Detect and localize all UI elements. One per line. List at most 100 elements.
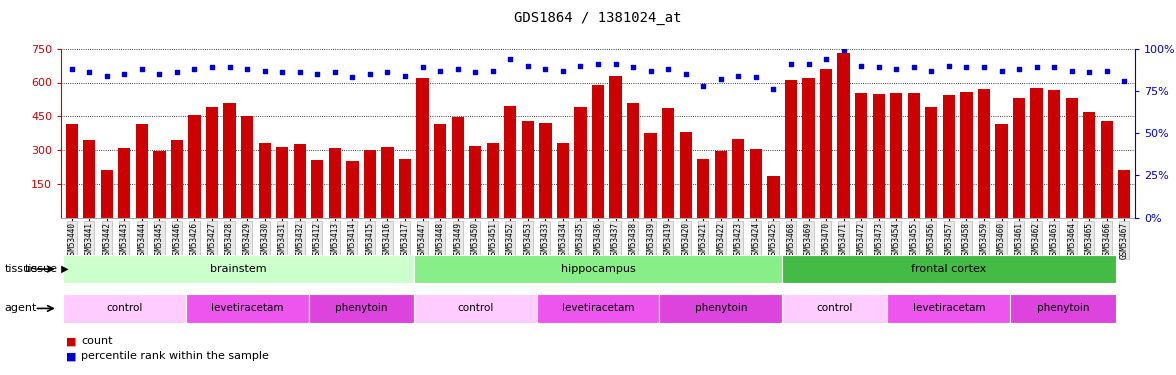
Bar (536, 294, 660, 322)
Bar (363, 150, 376, 217)
Bar (782, 255, 1116, 283)
Bar (574, 107, 587, 218)
Point (764, 86, 783, 92)
Bar (662, 108, 674, 217)
Bar (697, 159, 709, 218)
Point (588, 61, 607, 67)
Point (1027, 64, 1045, 70)
Bar (890, 93, 902, 218)
Bar (609, 76, 622, 217)
Point (448, 66, 467, 72)
Point (782, 61, 801, 67)
Point (361, 71, 380, 77)
Bar (855, 93, 867, 218)
Bar (767, 176, 780, 218)
Point (519, 63, 537, 69)
Bar (223, 103, 235, 218)
Text: percentile rank within the sample: percentile rank within the sample (81, 351, 269, 361)
Text: agent: agent (5, 303, 38, 313)
Point (483, 68, 502, 74)
Point (1080, 69, 1098, 75)
Point (167, 69, 186, 75)
Text: ■: ■ (66, 351, 76, 361)
Point (115, 71, 134, 77)
Bar (66, 124, 78, 218)
Point (747, 74, 766, 81)
Point (993, 68, 1011, 74)
Text: frontal cortex: frontal cortex (911, 264, 987, 274)
Point (694, 83, 713, 89)
Text: ■: ■ (66, 336, 76, 346)
Point (606, 61, 624, 67)
Point (133, 66, 152, 72)
Text: phenytoin: phenytoin (1037, 303, 1089, 313)
Bar (414, 294, 536, 322)
Point (80, 69, 99, 75)
Bar (1101, 121, 1112, 218)
Point (501, 56, 520, 62)
Bar (452, 117, 463, 218)
Bar (680, 132, 691, 218)
Point (98, 73, 116, 79)
Bar (276, 147, 288, 218)
Text: levetiracetam: levetiracetam (913, 303, 985, 313)
Text: GDS1864 / 1381024_at: GDS1864 / 1381024_at (514, 11, 682, 25)
Point (220, 64, 239, 70)
Text: control: control (457, 303, 494, 313)
Text: count: count (81, 336, 113, 346)
Bar (750, 149, 762, 217)
Point (202, 64, 221, 70)
Point (1010, 66, 1029, 72)
Bar (346, 161, 359, 218)
Point (273, 69, 292, 75)
Bar (1010, 294, 1116, 322)
Text: phenytoin: phenytoin (695, 303, 747, 313)
Point (729, 73, 748, 79)
Bar (505, 106, 516, 218)
Bar (469, 146, 481, 218)
Bar (540, 123, 552, 218)
Point (326, 69, 345, 75)
Bar (1118, 170, 1130, 217)
Bar (556, 143, 569, 218)
Bar (329, 148, 341, 217)
Bar (308, 294, 414, 322)
Text: tissue: tissue (5, 264, 38, 274)
Bar (943, 95, 955, 218)
Point (255, 68, 274, 74)
Point (572, 63, 590, 69)
Bar (83, 140, 95, 218)
Text: levetiracetam: levetiracetam (211, 303, 283, 313)
Point (676, 71, 695, 77)
Bar (1083, 112, 1095, 218)
Bar (592, 85, 604, 218)
Point (185, 66, 203, 72)
Bar (62, 294, 186, 322)
Bar (782, 294, 888, 322)
Point (957, 64, 976, 70)
Text: levetiracetam: levetiracetam (562, 303, 634, 313)
Bar (802, 78, 815, 218)
Point (940, 63, 958, 69)
Bar (715, 151, 727, 217)
Bar (206, 107, 219, 218)
Bar (977, 89, 990, 218)
Bar (627, 103, 640, 218)
Point (430, 68, 449, 74)
Bar (1048, 90, 1061, 218)
Bar (381, 147, 394, 218)
Point (466, 69, 485, 75)
Point (816, 56, 835, 62)
Bar (188, 115, 201, 218)
Bar (1065, 98, 1078, 218)
Bar (416, 78, 429, 218)
Bar (908, 93, 920, 218)
Bar (644, 133, 656, 218)
Point (151, 71, 169, 77)
Bar (1030, 88, 1043, 218)
Bar (961, 92, 973, 218)
Point (1044, 64, 1063, 70)
Point (851, 63, 870, 69)
Text: ▶: ▶ (58, 264, 68, 274)
Point (834, 48, 853, 54)
